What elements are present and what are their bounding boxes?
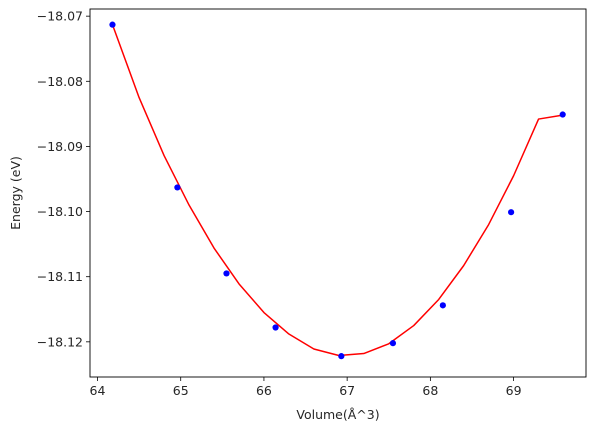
x-tick-label: 67	[339, 383, 355, 398]
data-point	[389, 340, 397, 347]
data-point	[439, 302, 446, 309]
y-tick-label: −18.11	[37, 269, 83, 284]
data-point	[338, 353, 345, 360]
y-tick-label: −18.07	[37, 9, 83, 24]
x-tick-label: 65	[173, 383, 189, 398]
y-tick-label: −18.12	[37, 334, 83, 349]
x-tick-label: 66	[256, 383, 272, 398]
x-tick-label: 64	[90, 383, 106, 398]
data-point	[223, 270, 230, 277]
x-axis-label: Volume(Å^3)	[296, 407, 379, 422]
y-axis-ticks: −18.07 −18.08 −18.09 −18.10 −18.11 −18.12	[37, 9, 90, 349]
data-point	[559, 111, 566, 118]
data-point	[508, 209, 515, 216]
x-tick-label: 68	[422, 383, 438, 398]
x-tick-label: 69	[506, 383, 522, 398]
data-point	[272, 324, 279, 331]
data-point	[174, 184, 181, 191]
data-point	[109, 21, 116, 28]
y-tick-label: −18.08	[37, 74, 83, 89]
y-axis-label: Energy (eV)	[8, 156, 23, 230]
plot-area	[109, 21, 566, 360]
y-tick-label: −18.09	[37, 139, 83, 154]
y-tick-label: −18.10	[37, 204, 83, 219]
plot-frame	[89, 8, 587, 378]
x-axis-ticks: 64 65 66 67 68 69	[90, 377, 522, 398]
